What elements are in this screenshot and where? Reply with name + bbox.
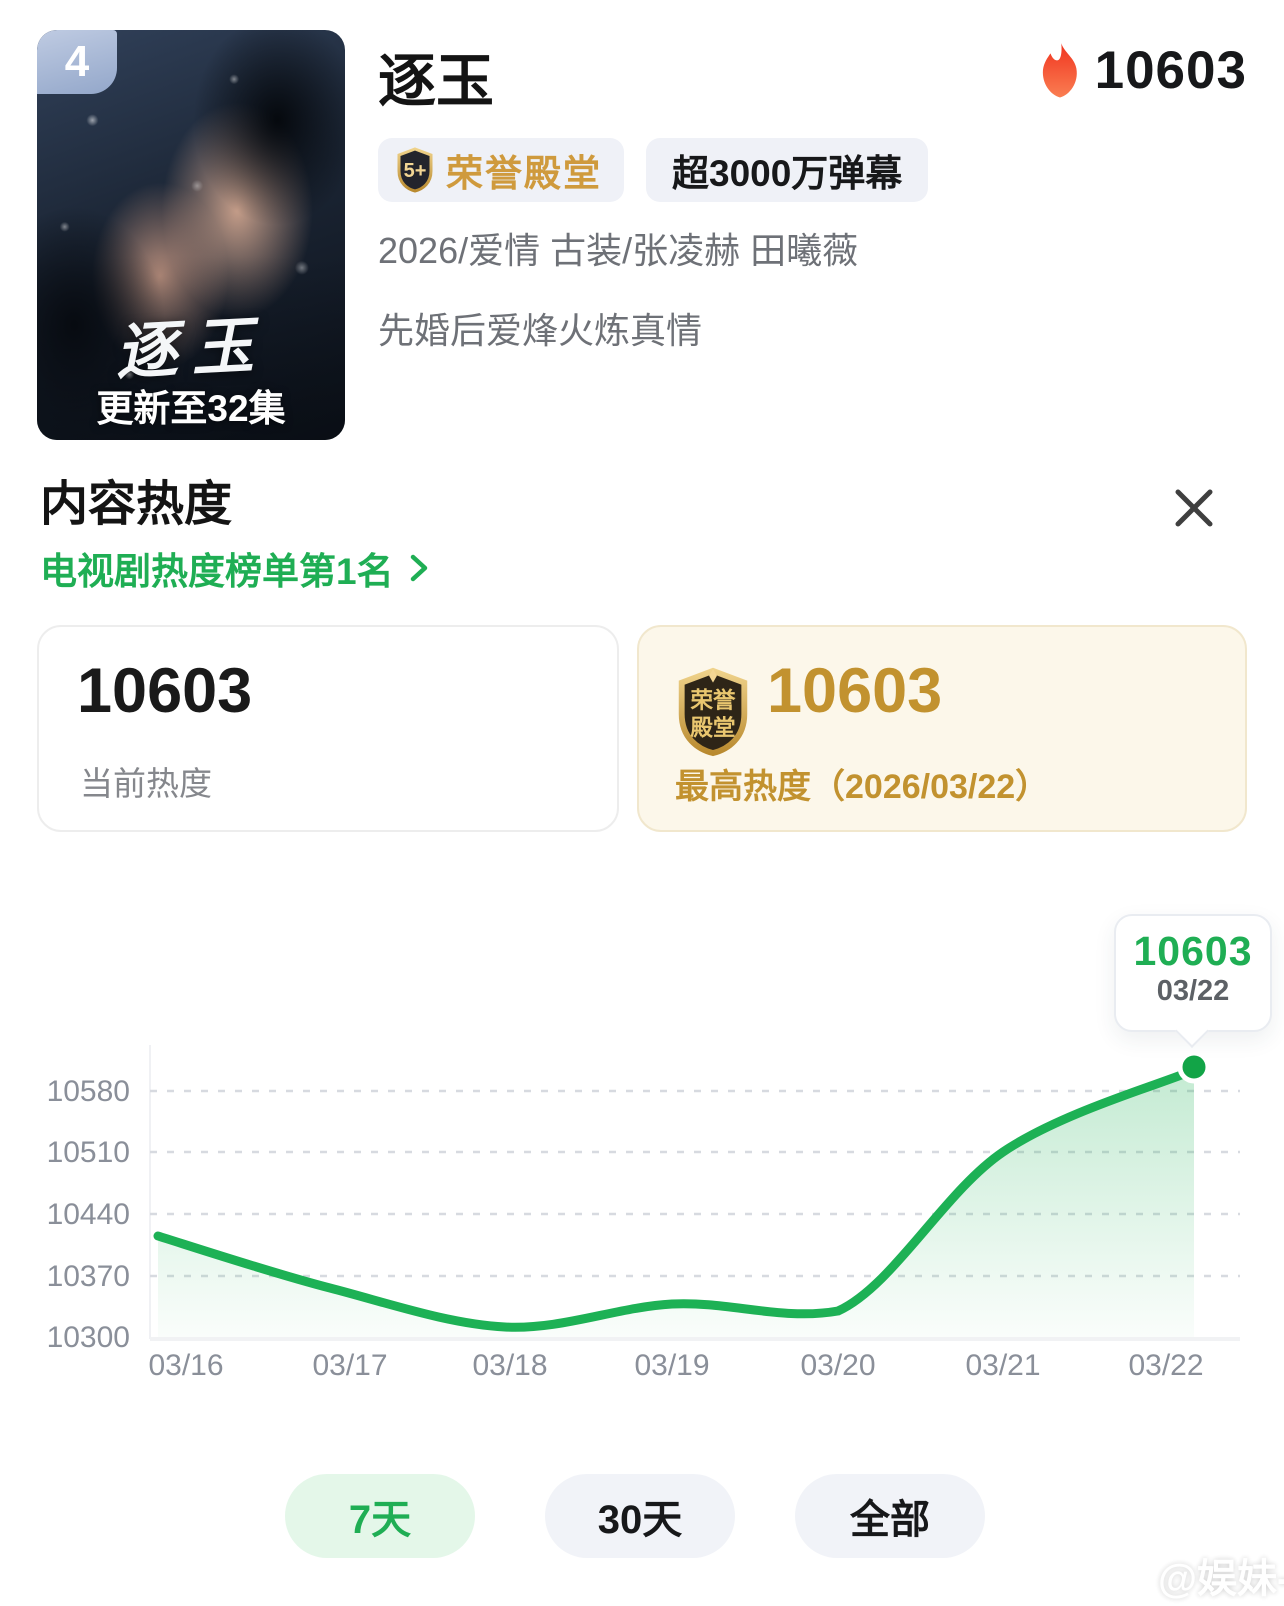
close-icon[interactable] (1170, 484, 1218, 532)
poster-episode-overlay: 更新至32集 (96, 388, 286, 429)
x-tick: 03/16 (148, 1349, 223, 1382)
x-tick: 03/17 (312, 1349, 387, 1382)
chart-tooltip: 10603 03/22 (1114, 914, 1272, 1048)
tab-all[interactable]: 全部 (795, 1474, 985, 1558)
shield-5plus-icon: 5+ (397, 147, 433, 193)
flame-icon (1042, 42, 1077, 97)
tab-30-days[interactable]: 30天 (545, 1474, 735, 1558)
endpoint-marker (1177, 1050, 1211, 1084)
tab-7-days[interactable]: 7天 (285, 1474, 475, 1558)
danmu-badge: 超3000万弹幕 (646, 138, 929, 202)
tooltip-date: 03/22 (1156, 975, 1230, 1007)
rank-badge: 4 (37, 30, 117, 94)
svg-text:5+: 5+ (404, 160, 427, 182)
svg-text:荣誉: 荣誉 (689, 687, 736, 713)
watermark-text: @娱妹- (1158, 1557, 1284, 1601)
trend-line (153, 1065, 1199, 1332)
peak-heat-label: 最高热度（2026/03/22） (675, 768, 1050, 806)
drama-meta: 2026/爱情 古装/张凌赫 田曦薇 (378, 230, 859, 271)
watermark: @娱妹- (1098, 1546, 1284, 1604)
current-heat-value: 10603 (77, 656, 253, 726)
current-heat-card: 10603 当前热度 (37, 625, 619, 832)
drama-tagline: 先婚后爱烽火炼真情 (378, 310, 703, 351)
ranking-link-label: 电视剧热度榜单第1名 (40, 551, 394, 592)
chevron-right-icon (410, 554, 427, 582)
x-tick: 03/20 (800, 1349, 875, 1382)
section-title: 内容热度 (40, 478, 233, 531)
drama-title: 逐玉 (378, 49, 495, 114)
honor-hall-badge: 5+ 荣誉殿堂 (378, 138, 624, 202)
heat-trend-chart[interactable]: 10580 10510 10440 10370 10300 03/16 03/1… (0, 990, 1284, 1400)
peak-heat-card: 荣誉 殿堂 10603 最高热度（2026/03/22） (637, 625, 1247, 832)
x-tick: 03/21 (965, 1349, 1040, 1382)
peak-heat-value: 10603 (767, 656, 943, 726)
y-tick: 10370 (47, 1260, 130, 1293)
tooltip-value: 10603 (1133, 928, 1253, 974)
current-heat-label: 当前热度 (80, 765, 212, 802)
x-tick: 03/18 (472, 1349, 547, 1382)
y-tick: 10510 (47, 1136, 130, 1169)
y-tick: 10580 (47, 1075, 130, 1108)
x-tick: 03/22 (1128, 1349, 1203, 1382)
weibo-icon (1098, 1553, 1150, 1594)
y-tick: 10440 (47, 1198, 130, 1231)
badge-row: 5+ 荣誉殿堂 超3000万弹幕 (378, 138, 929, 202)
honor-shield-icon: 荣誉 殿堂 (673, 667, 753, 762)
svg-text:殿堂: 殿堂 (689, 715, 735, 740)
drama-poster[interactable]: 4 逐玉 更新至32集 (37, 30, 345, 440)
x-tick: 03/19 (634, 1349, 709, 1382)
y-tick: 10300 (47, 1321, 130, 1354)
heat-value: 10603 (1094, 41, 1247, 100)
honor-badge-label: 荣誉殿堂 (446, 153, 602, 194)
heat-indicator: 10603 (1037, 40, 1247, 101)
trend-area (158, 1070, 1194, 1337)
ranking-link[interactable]: 电视剧热度榜单第1名 (40, 541, 430, 595)
